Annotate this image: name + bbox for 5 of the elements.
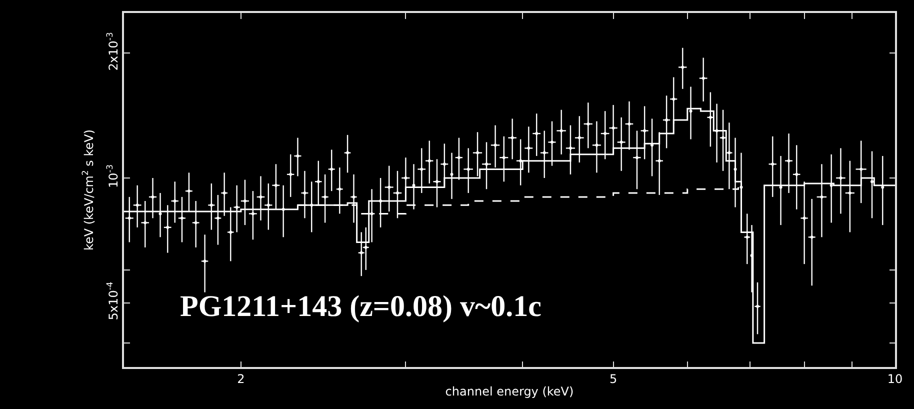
x-axis-title: channel energy (keV) xyxy=(445,384,574,399)
annotation: PG1211+143 (z=0.08) v~0.1c xyxy=(180,290,542,323)
x-tick-label: 2 xyxy=(237,372,245,386)
x-tick-label: 5 xyxy=(609,372,618,386)
x-tick-label: 10 xyxy=(887,372,903,386)
